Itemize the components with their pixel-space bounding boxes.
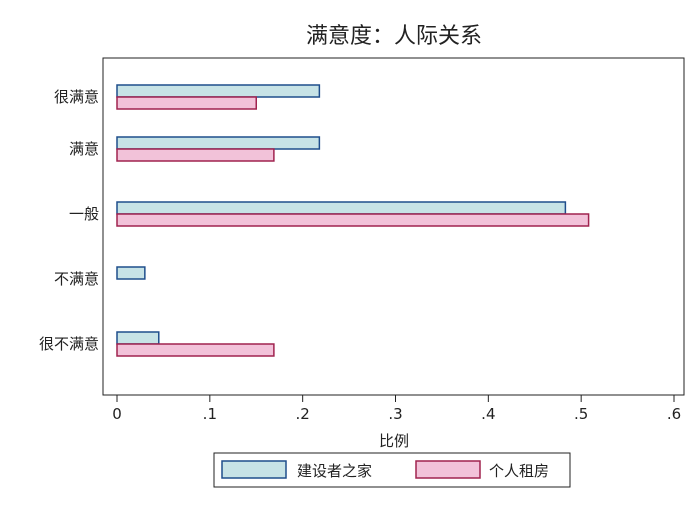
- x-tick-label: 0: [112, 405, 122, 423]
- bar-private-rental-1: [116, 148, 275, 162]
- bar-private-rental-4: [116, 343, 275, 357]
- category-label: 很满意: [54, 88, 99, 106]
- bar-builders-home-0: [116, 84, 321, 98]
- category-label: 满意: [69, 140, 99, 158]
- legend-label: 建设者之家: [297, 462, 372, 480]
- legend-swatch: [221, 460, 287, 479]
- x-tick-label: .4: [481, 405, 495, 423]
- bar-builders-home-4: [116, 331, 160, 345]
- bar-builders-home-1: [116, 136, 321, 150]
- x-tick-label: .5: [574, 405, 588, 423]
- x-tick-label: .6: [667, 405, 681, 423]
- x-tick-label: .3: [388, 405, 402, 423]
- bar-builders-home-3: [116, 266, 146, 280]
- legend-label: 个人租房: [489, 462, 549, 480]
- x-tick-label: .2: [296, 405, 310, 423]
- x-tick-label: .1: [203, 405, 217, 423]
- x-axis-label: 比例: [379, 432, 409, 450]
- legend-swatch: [415, 460, 481, 479]
- category-label: 一般: [69, 205, 99, 223]
- legend: 建设者之家 个人租房: [213, 452, 571, 488]
- bar-builders-home-2: [116, 201, 567, 215]
- category-label: 很不满意: [39, 335, 99, 353]
- x-axis: 0 .1 .2 .3 .4 .5 .6: [112, 395, 681, 423]
- category-label: 不满意: [54, 270, 99, 288]
- bar-private-rental-2: [116, 213, 590, 227]
- bar-private-rental-0: [116, 96, 257, 110]
- chart-title: 满意度：人际关系: [306, 24, 482, 49]
- bars-group: [116, 84, 590, 357]
